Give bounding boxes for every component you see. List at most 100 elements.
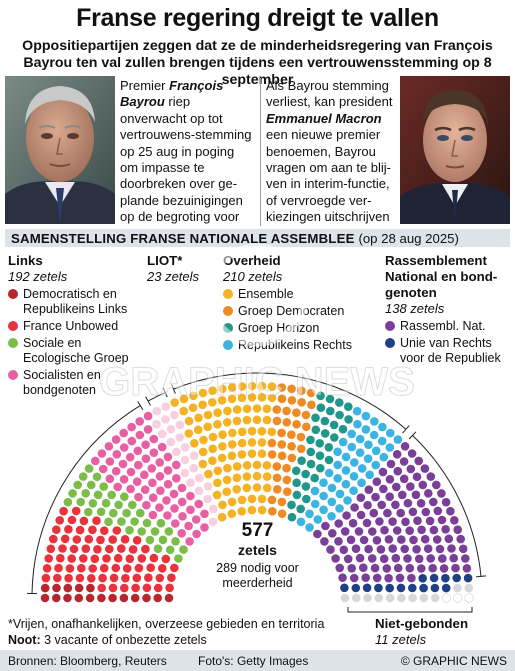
- seat-dot: [357, 464, 367, 473]
- seat-dot: [171, 537, 180, 546]
- seat-dot: [132, 477, 142, 486]
- seat-dot: [232, 473, 242, 483]
- seat-dot: [324, 468, 334, 478]
- seat-dot: [277, 394, 287, 404]
- legend-label: Groep Democraten: [238, 304, 345, 318]
- seat-dot: [385, 443, 395, 452]
- seat-dot: [213, 420, 222, 429]
- seat-dot: [133, 446, 143, 456]
- seat-dot: [398, 490, 407, 500]
- seat-dot: [134, 492, 143, 502]
- seat-dot: [170, 410, 179, 420]
- seat-dot: [432, 480, 441, 490]
- seat-dot: [142, 518, 152, 528]
- seat-dot: [297, 386, 306, 395]
- seat-dot: [329, 420, 339, 430]
- seat-dot: [369, 508, 379, 518]
- seat-dot: [374, 583, 383, 593]
- seat-dot: [113, 482, 122, 492]
- seat-dot: [343, 496, 352, 505]
- seat-dot: [232, 405, 242, 414]
- seat-dot: [73, 480, 82, 490]
- seat-dot: [296, 432, 306, 442]
- seat-dot: [272, 416, 282, 426]
- section-header-bar: [5, 229, 510, 247]
- seat-dot: [67, 515, 77, 525]
- seat-dot: [174, 554, 183, 563]
- seat-dot: [371, 446, 381, 456]
- seat-dot: [326, 545, 335, 554]
- section-title: SAMENSTELLING FRANSE NATIONALE ASSEMBLEE…: [11, 231, 459, 246]
- seat-dot: [156, 518, 166, 528]
- seat-dot: [40, 593, 50, 603]
- seat-dot: [208, 432, 218, 442]
- seat-dot: [382, 564, 392, 573]
- seat-dot: [242, 404, 252, 414]
- seat-dot: [350, 458, 359, 467]
- seat-dot: [257, 393, 267, 402]
- seat-dot: [287, 396, 297, 405]
- seat-dot: [137, 554, 147, 563]
- seat-dot: [200, 523, 209, 532]
- seat-dot: [200, 509, 209, 519]
- seat-dot: [361, 425, 371, 434]
- seat-dot: [338, 437, 348, 447]
- seat-dot: [79, 554, 88, 563]
- seat-dot: [262, 415, 272, 425]
- seat-dot: [359, 535, 369, 545]
- seat-dot: [75, 573, 85, 583]
- seat-dot: [324, 455, 334, 465]
- seat-dot: [272, 473, 282, 483]
- seat-dot: [132, 573, 142, 583]
- seat-dot: [158, 535, 168, 545]
- seat-dot: [227, 394, 237, 404]
- seat-dot: [396, 583, 406, 593]
- seat-dot: [179, 545, 188, 554]
- seat-dot: [441, 583, 451, 593]
- seat-dot: [64, 573, 73, 583]
- legend-label: Groep Horizon: [238, 321, 320, 335]
- seat-dot: [149, 553, 159, 563]
- group-name-rn: Rassemblement National en bond-genoten: [385, 253, 498, 300]
- seat-dot: [409, 535, 418, 545]
- seat-dot: [315, 439, 325, 448]
- legend-dot: [8, 289, 18, 299]
- seat-dot: [463, 573, 473, 583]
- seat-dot: [237, 427, 247, 437]
- seat-dot: [242, 483, 252, 493]
- seat-dot: [186, 491, 195, 501]
- seat-dot: [464, 583, 474, 593]
- legend-links: Links 192 zetels Democratisch en Republi…: [8, 253, 136, 400]
- group-bracket: [147, 392, 166, 402]
- seat-dot: [46, 544, 56, 554]
- seat-dot: [148, 510, 158, 520]
- seat-dot: [252, 471, 262, 481]
- seat-dot: [194, 413, 203, 423]
- legend-label: Democratisch en Republikeins Links: [23, 287, 128, 316]
- group-seats-rn: 138 zetels: [385, 301, 445, 316]
- seat-dot: [63, 583, 73, 593]
- seat-dot: [282, 475, 292, 485]
- seat-dot: [453, 525, 463, 534]
- group-bracket-tick: [171, 384, 176, 394]
- seat-dot: [252, 404, 262, 413]
- seat-dot: [447, 544, 456, 553]
- seat-dot: [441, 497, 451, 507]
- seat-dot: [313, 515, 323, 524]
- seat-dot: [362, 518, 372, 528]
- seat-dot: [338, 573, 347, 582]
- seat-dot: [213, 466, 223, 476]
- seat-dot: [137, 527, 146, 536]
- seat-dot: [86, 583, 95, 593]
- seat-dot: [419, 593, 429, 603]
- seat-dot: [146, 563, 155, 572]
- seat-dot: [363, 593, 372, 603]
- seat-dot: [372, 536, 382, 545]
- seat-dot: [218, 442, 227, 451]
- seat-dot: [441, 573, 450, 583]
- seat-dot: [292, 490, 302, 500]
- seat-dot: [164, 527, 174, 536]
- legend-dot: [8, 321, 18, 331]
- seat-dot: [212, 490, 222, 500]
- seat-dot: [368, 527, 377, 536]
